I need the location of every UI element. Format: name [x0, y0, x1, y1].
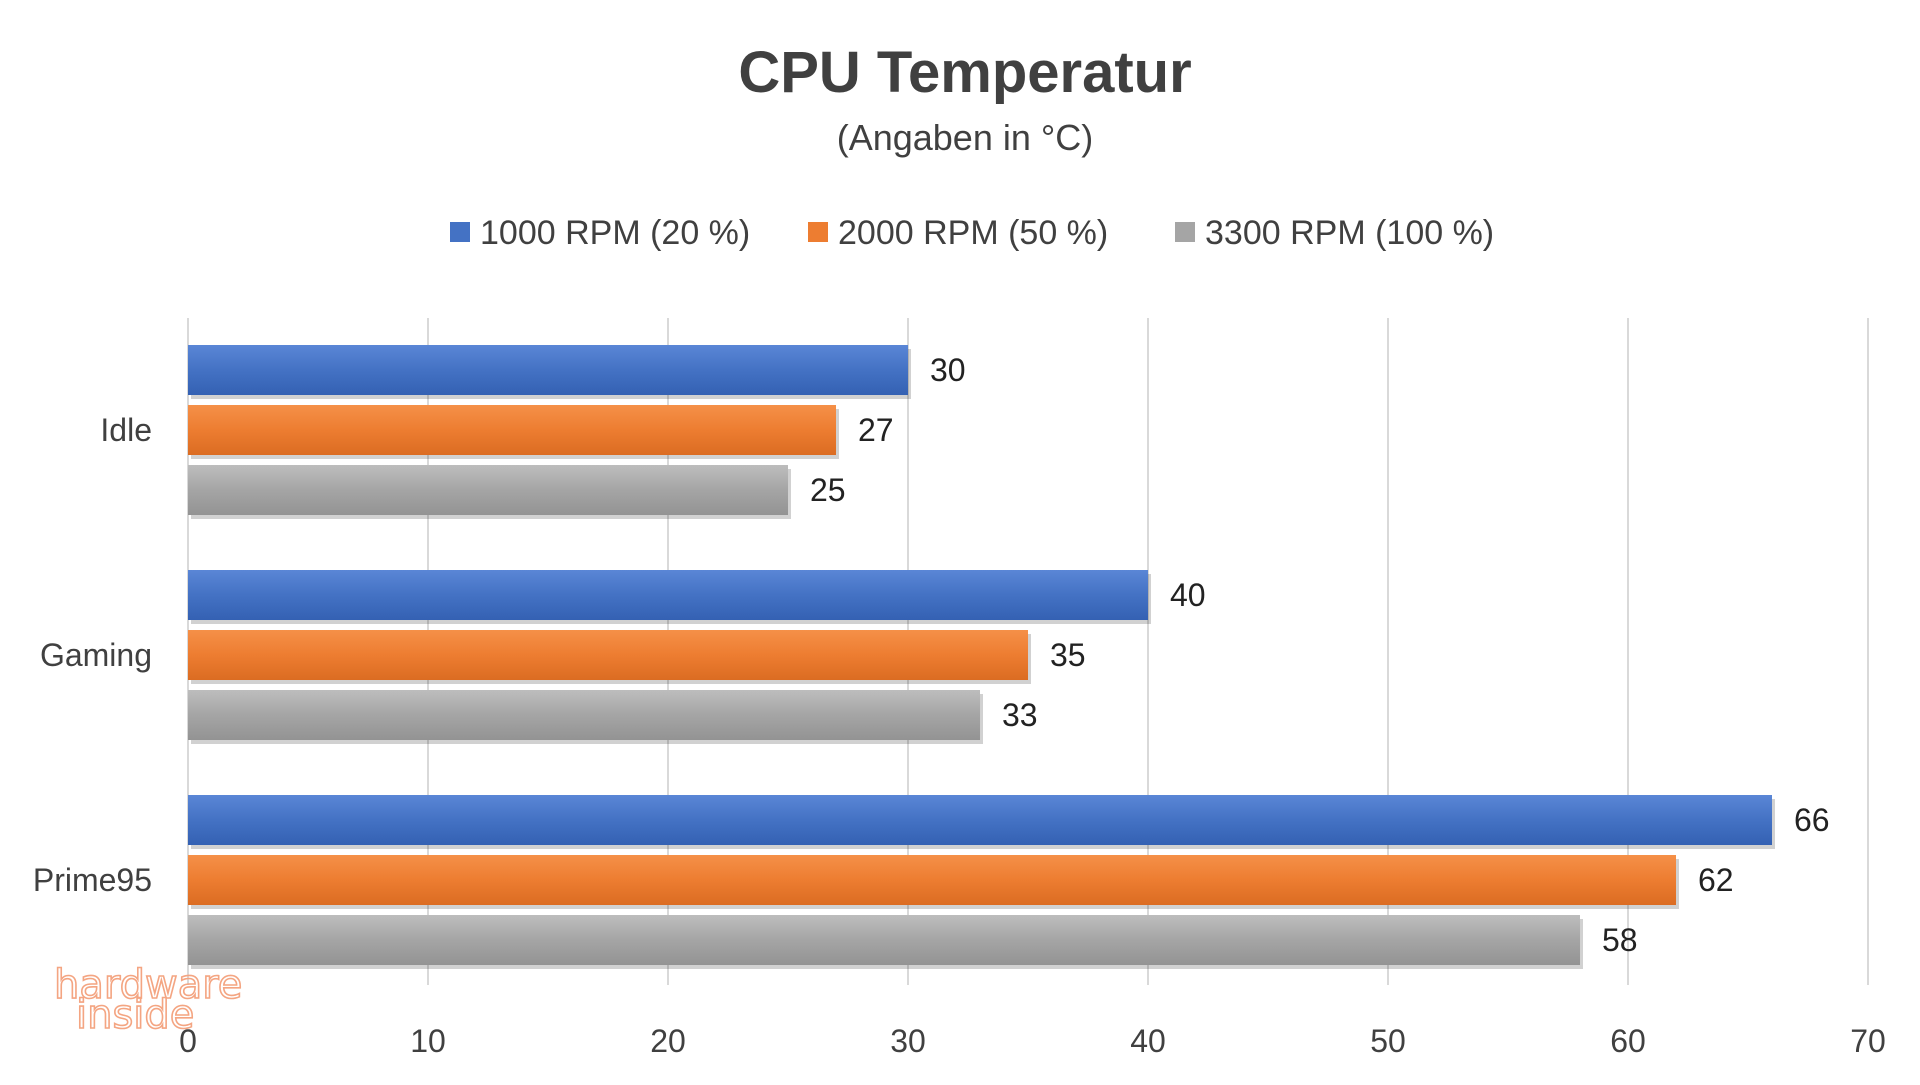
- data-label-prime95-series-1: 66: [1794, 802, 1830, 838]
- legend-label-2: 2000 RPM (50 %): [838, 214, 1108, 252]
- legend-swatch-3: [1175, 222, 1195, 242]
- legend-swatch-1: [450, 222, 470, 242]
- bar-idle-series-1: [188, 345, 908, 395]
- logo-line-hardware: hardware: [54, 962, 242, 1008]
- x-tick-label-50: 50: [1370, 1023, 1406, 1059]
- data-label-prime95-series-2: 62: [1698, 862, 1734, 898]
- x-tick-label-20: 20: [650, 1023, 686, 1059]
- data-label-idle-series-2: 27: [858, 412, 894, 448]
- x-tick-label-60: 60: [1610, 1023, 1646, 1059]
- chart-subtitle: (Angaben in °C): [837, 117, 1094, 158]
- hardware-inside-logo: hardware inside: [53, 961, 243, 1039]
- x-axis-ticks: 0 10 20 30 40 50 60 70: [179, 1023, 1886, 1059]
- logo-line-inside: inside: [76, 992, 194, 1038]
- legend-label-1: 1000 RPM (20 %): [480, 214, 750, 252]
- legend: 1000 RPM (20 %) 2000 RPM (50 %) 3300 RPM (…: [450, 214, 1494, 252]
- bar-prime95-series-1: [188, 795, 1772, 845]
- data-label-idle-series-1: 30: [930, 352, 966, 388]
- category-label-idle: Idle: [100, 412, 152, 448]
- bar-gaming-series-2: [188, 630, 1028, 680]
- category-labels: Idle Gaming Prime95: [33, 412, 152, 898]
- x-tick-label-30: 30: [890, 1023, 926, 1059]
- bar-idle-series-3: [188, 465, 788, 515]
- category-label-gaming: Gaming: [40, 637, 152, 673]
- bar-prime95-series-3: [188, 915, 1580, 965]
- bar-prime95-series-2: [188, 855, 1676, 905]
- data-label-prime95-series-3: 58: [1602, 922, 1638, 958]
- bar-gaming-series-1: [188, 570, 1148, 620]
- x-tick-label-10: 10: [410, 1023, 446, 1059]
- data-label-idle-series-3: 25: [810, 472, 846, 508]
- category-label-prime95: Prime95: [33, 862, 152, 898]
- data-label-gaming-series-3: 33: [1002, 697, 1038, 733]
- x-tick-label-70: 70: [1850, 1023, 1886, 1059]
- data-label-gaming-series-2: 35: [1050, 637, 1086, 673]
- legend-swatch-2: [808, 222, 828, 242]
- x-tick-label-40: 40: [1130, 1023, 1166, 1059]
- chart-title: CPU Temperatur: [738, 40, 1191, 105]
- bar-gaming-series-3: [188, 690, 980, 740]
- value-labels: 30 27 25 40 35 33 66 62 58: [810, 352, 1830, 958]
- bar-idle-series-2: [188, 405, 836, 455]
- data-label-gaming-series-1: 40: [1170, 577, 1206, 613]
- x-tick-label-0: 0: [179, 1023, 197, 1059]
- bars: [188, 345, 1775, 969]
- legend-label-3: 3300 RPM (100 %): [1205, 214, 1494, 252]
